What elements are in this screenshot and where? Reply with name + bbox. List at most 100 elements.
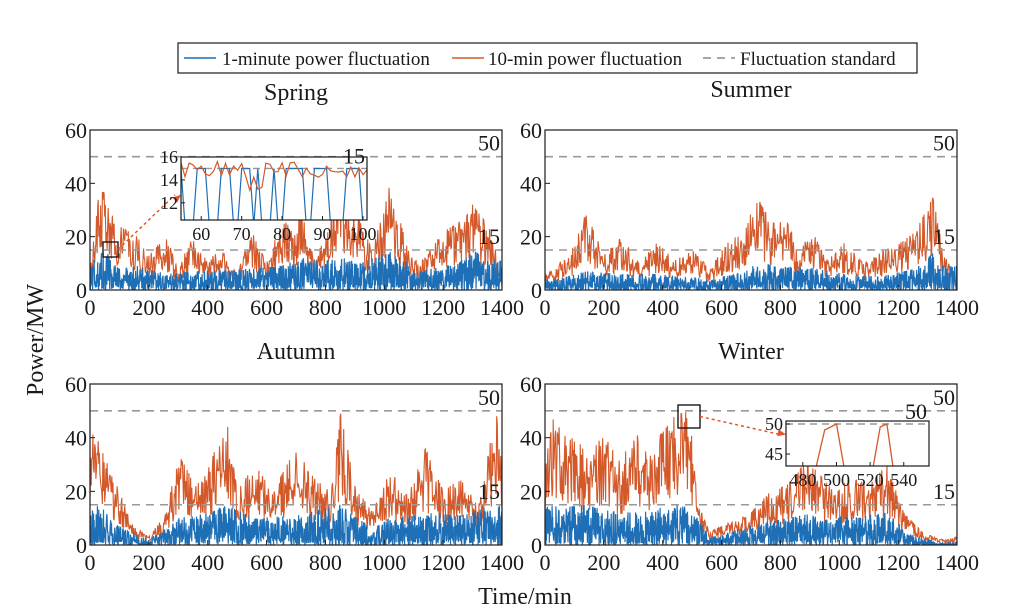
series-one-min-line: [90, 251, 502, 290]
x-tick-label: 400: [191, 295, 224, 320]
inset-x-tick-label: 60: [192, 224, 210, 244]
series-ten-min-line: [90, 184, 502, 284]
y-tick-label: 20: [520, 225, 542, 250]
x-tick-label: 200: [132, 295, 165, 320]
standard-label-15: 15: [478, 479, 500, 504]
x-tick-label: 0: [85, 295, 96, 320]
x-tick-label: 0: [540, 550, 551, 575]
x-tick-label: 400: [646, 550, 679, 575]
x-tick-label: 1400: [480, 550, 524, 575]
x-tick-label: 1000: [362, 295, 406, 320]
y-tick-label: 40: [520, 171, 542, 196]
panel-frame-winter: [544, 383, 958, 546]
series-ten-min-line: [545, 197, 957, 286]
x-tick-label: 1000: [362, 550, 406, 575]
inset-plot: [181, 159, 367, 220]
legend-one-min-label: 1-minute power fluctuation: [222, 49, 430, 70]
x-tick-label: 1200: [876, 295, 920, 320]
plot-area-summer: [545, 197, 957, 290]
inset-y-tick-label: 45: [765, 444, 783, 464]
y-axis-label: Power/MW: [23, 284, 49, 396]
legend-box: [177, 42, 918, 74]
inset-spring: 15 60 70 80 90 100 12 14 16: [102, 143, 376, 258]
inset-winter: 50 480 500 520 540 45 50: [677, 399, 930, 490]
standard-label-50: 50: [933, 385, 955, 410]
inset-x-tick-label: 80: [273, 224, 291, 244]
series-ten-min-line: [545, 412, 957, 545]
x-tick-label: 200: [587, 550, 620, 575]
standard-label-15: 15: [478, 224, 500, 249]
plot-area-winter: [545, 412, 957, 545]
x-tick-label: 800: [309, 550, 342, 575]
x-tick-label: 1000: [817, 550, 861, 575]
inset-frame: [180, 156, 368, 221]
y-tick-label: 20: [65, 225, 87, 250]
standard-label-15: 15: [933, 479, 955, 504]
x-tick-label: 1400: [935, 295, 979, 320]
inset-x-tick-label: 540: [890, 470, 917, 490]
legend-standard-label: Fluctuation standard: [740, 49, 896, 70]
x-tick-label: 0: [540, 295, 551, 320]
y-tick-label: 60: [520, 118, 542, 143]
series-one-min-line: [545, 253, 957, 290]
y-tick-label: 60: [65, 372, 87, 397]
panel-autumn: Autumn 50 15 0 200 400 600 800 1000 1200 1400 0 20 40…: [65, 339, 524, 575]
x-tick-label: 800: [764, 295, 797, 320]
inset-ten-min-line: [814, 423, 894, 466]
y-tick-label: 20: [65, 479, 87, 504]
panel-title-spring: Spring: [264, 80, 328, 106]
inset-x-tick-label: 520: [857, 470, 884, 490]
x-tick-label: 400: [646, 295, 679, 320]
y-tick-label: 40: [520, 426, 542, 451]
x-tick-label: 1000: [817, 295, 861, 320]
panel-title-winter: Winter: [718, 339, 784, 365]
inset-ten-min-line: [181, 159, 367, 192]
x-tick-label: 1200: [876, 550, 920, 575]
inset-x-tick-label: 70: [233, 224, 251, 244]
standard-label-50: 50: [478, 385, 500, 410]
inset-arrow-line: [117, 194, 176, 251]
standard-label-50: 50: [478, 131, 500, 156]
panel-frame-autumn: [89, 383, 503, 546]
y-tick-label: 0: [531, 533, 542, 558]
x-tick-label: 800: [309, 295, 342, 320]
x-tick-label: 0: [85, 550, 96, 575]
x-tick-label: 1400: [480, 295, 524, 320]
x-tick-label: 600: [705, 295, 738, 320]
y-tick-label: 60: [520, 372, 542, 397]
inset-arrow-head: [777, 429, 786, 437]
plot-area-spring: [90, 184, 502, 290]
y-tick-label: 40: [65, 426, 87, 451]
y-tick-label: 0: [76, 278, 87, 303]
panel-winter: Winter 50 15 0 200 400 600 800 1000 1200 1400 0 20 40…: [520, 339, 979, 575]
panel-summer: Summer 50 15 0 200 400 600 800 1000 1200 1400 0 20 40…: [520, 77, 979, 320]
y-tick-label: 40: [65, 171, 87, 196]
y-tick-label: 0: [76, 533, 87, 558]
x-tick-label: 800: [764, 550, 797, 575]
panel-frame-spring: [89, 129, 503, 291]
x-tick-label: 600: [250, 550, 283, 575]
legend-ten-min-label: 10-min power fluctuation: [488, 49, 683, 70]
inset-arrow-line: [699, 415, 781, 436]
x-axis-label: Time/min: [478, 584, 572, 610]
x-tick-label: 600: [250, 295, 283, 320]
inset-y-tick-label: 16: [160, 147, 178, 167]
inset-plot: [786, 423, 929, 466]
inset-x-tick-label: 480: [789, 470, 816, 490]
x-tick-label: 1200: [421, 295, 465, 320]
panel-frame-summer: [544, 129, 958, 291]
x-tick-label: 200: [587, 295, 620, 320]
y-tick-label: 0: [531, 278, 542, 303]
x-tick-label: 400: [191, 550, 224, 575]
inset-x-tick-label: 90: [314, 224, 332, 244]
x-tick-label: 200: [132, 550, 165, 575]
plot-area-autumn: [90, 413, 502, 545]
inset-standard-label: 50: [905, 399, 927, 424]
x-tick-label: 1200: [421, 550, 465, 575]
standard-label-50: 50: [933, 131, 955, 156]
inset-y-tick-label: 14: [160, 170, 178, 190]
x-tick-label: 1400: [935, 550, 979, 575]
inset-background: [181, 157, 367, 220]
inset-frame: [785, 420, 930, 467]
